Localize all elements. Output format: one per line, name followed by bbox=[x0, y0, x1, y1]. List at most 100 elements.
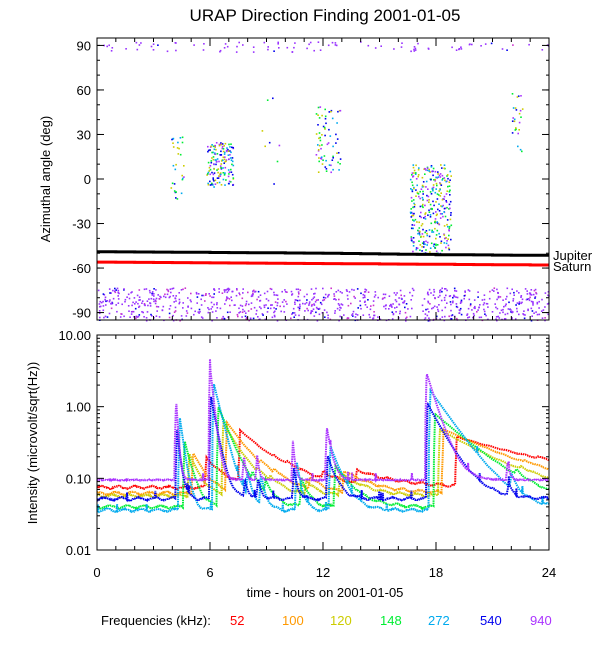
data-point bbox=[315, 299, 318, 301]
data-point bbox=[343, 314, 345, 316]
data-point bbox=[536, 313, 539, 316]
data-point bbox=[496, 307, 499, 310]
data-point bbox=[430, 166, 433, 168]
data-point bbox=[108, 288, 111, 290]
data-point bbox=[410, 212, 412, 214]
data-point bbox=[425, 186, 427, 188]
data-point bbox=[433, 243, 435, 246]
data-point bbox=[315, 113, 318, 115]
data-point bbox=[324, 297, 327, 299]
data-point bbox=[128, 310, 130, 312]
data-point bbox=[481, 299, 484, 301]
data-point bbox=[224, 172, 226, 174]
data-point bbox=[227, 182, 230, 185]
data-point bbox=[422, 181, 425, 183]
data-point bbox=[213, 180, 215, 182]
data-point bbox=[469, 304, 472, 307]
data-point bbox=[299, 305, 301, 308]
data-point bbox=[418, 232, 421, 234]
data-point bbox=[529, 293, 532, 296]
data-point bbox=[143, 316, 145, 318]
data-point bbox=[130, 313, 133, 315]
data-point bbox=[212, 184, 214, 186]
data-point bbox=[210, 301, 213, 304]
data-point bbox=[145, 319, 148, 322]
data-point bbox=[168, 308, 171, 310]
data-point bbox=[541, 317, 544, 319]
data-point bbox=[217, 171, 219, 174]
data-point bbox=[443, 234, 446, 236]
data-point bbox=[291, 51, 294, 53]
data-point bbox=[435, 244, 437, 247]
data-point bbox=[268, 141, 271, 144]
data-point bbox=[212, 178, 215, 181]
data-point bbox=[321, 163, 324, 165]
data-point bbox=[225, 289, 227, 291]
data-point bbox=[172, 146, 175, 148]
series-line-52khz bbox=[96, 427, 550, 491]
data-point bbox=[424, 313, 427, 315]
data-point bbox=[434, 178, 437, 181]
data-point bbox=[303, 295, 306, 298]
data-point bbox=[227, 148, 229, 151]
data-point bbox=[393, 48, 395, 50]
data-point bbox=[439, 183, 442, 185]
data-point bbox=[275, 308, 277, 310]
data-point bbox=[504, 313, 507, 316]
data-point bbox=[434, 191, 437, 194]
data-point bbox=[412, 176, 414, 178]
data-point bbox=[164, 293, 166, 296]
data-point bbox=[443, 198, 445, 200]
data-point bbox=[433, 305, 436, 308]
data-point bbox=[248, 303, 250, 306]
data-point bbox=[138, 289, 141, 291]
data-point bbox=[231, 163, 233, 166]
data-point bbox=[195, 293, 198, 295]
data-point bbox=[479, 304, 481, 306]
data-point bbox=[283, 305, 285, 308]
data-point bbox=[506, 295, 508, 298]
data-point bbox=[317, 106, 320, 109]
data-point bbox=[431, 231, 433, 233]
data-point bbox=[318, 307, 321, 310]
data-point bbox=[427, 188, 429, 190]
data-point bbox=[536, 302, 539, 305]
data-point bbox=[315, 311, 317, 314]
data-point bbox=[313, 296, 316, 298]
data-point bbox=[511, 288, 513, 291]
data-point bbox=[428, 317, 430, 319]
data-point bbox=[468, 316, 471, 318]
data-point bbox=[547, 313, 549, 316]
data-point bbox=[150, 297, 153, 300]
data-point bbox=[177, 141, 179, 144]
data-point bbox=[151, 291, 154, 293]
series-line-100khz bbox=[96, 419, 550, 497]
data-point bbox=[427, 320, 430, 322]
data-point bbox=[286, 291, 288, 293]
data-point bbox=[267, 299, 270, 302]
data-point bbox=[332, 168, 334, 171]
data-point bbox=[318, 137, 320, 140]
data-point bbox=[439, 176, 442, 178]
data-point bbox=[437, 310, 440, 313]
data-point bbox=[441, 179, 444, 181]
data-point bbox=[327, 44, 330, 47]
data-point bbox=[184, 287, 187, 289]
data-point bbox=[266, 99, 269, 101]
data-point bbox=[367, 44, 370, 47]
data-point bbox=[207, 149, 210, 152]
data-point bbox=[173, 301, 175, 303]
data-point bbox=[412, 250, 414, 253]
data-point bbox=[213, 163, 215, 165]
data-point bbox=[178, 292, 180, 294]
legend-item-120khz: 120 bbox=[330, 613, 352, 628]
data-point bbox=[520, 295, 523, 297]
legend-item-272khz: 272 bbox=[428, 613, 450, 628]
data-point bbox=[133, 297, 136, 299]
data-point bbox=[170, 187, 173, 189]
data-point bbox=[416, 191, 419, 194]
data-point bbox=[346, 317, 349, 320]
data-point bbox=[517, 145, 519, 148]
data-point bbox=[422, 235, 425, 238]
data-point bbox=[436, 244, 439, 246]
